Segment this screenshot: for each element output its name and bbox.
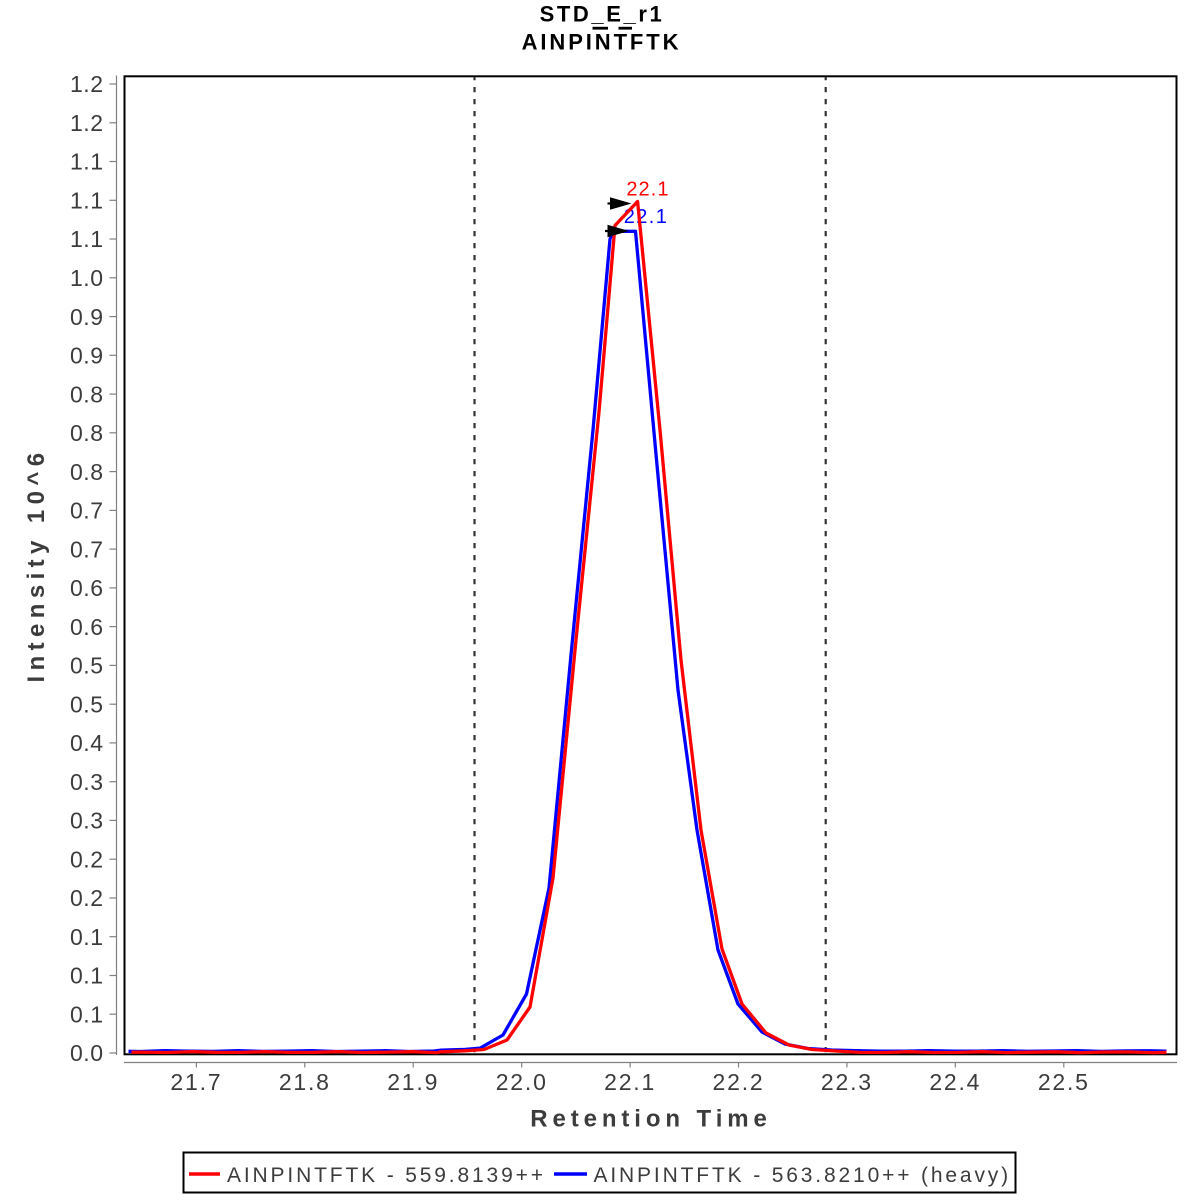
svg-text:1.1: 1.1 xyxy=(70,226,103,252)
svg-text:0.1: 0.1 xyxy=(70,924,103,950)
svg-text:Retention Time: Retention Time xyxy=(530,1106,772,1133)
svg-text:1.0: 1.0 xyxy=(70,265,103,291)
svg-text:22.1: 22.1 xyxy=(624,206,669,228)
svg-text:1.1: 1.1 xyxy=(70,149,103,175)
svg-text:0.8: 0.8 xyxy=(70,381,103,407)
svg-text:22.5: 22.5 xyxy=(1038,1069,1090,1095)
svg-text:0.8: 0.8 xyxy=(70,420,103,446)
svg-text:STD_E_r1: STD_E_r1 xyxy=(540,2,665,27)
svg-text:AINPINTFTK - 559.8139++: AINPINTFTK - 559.8139++ xyxy=(227,1164,546,1187)
svg-text:0.4: 0.4 xyxy=(70,730,103,756)
svg-text:1.1: 1.1 xyxy=(70,188,103,214)
svg-text:AINPINTFTK: AINPINTFTK xyxy=(522,29,682,54)
svg-text:0.1: 0.1 xyxy=(70,1001,103,1027)
svg-text:AINPINTFTK - 563.8210++ (heavy: AINPINTFTK - 563.8210++ (heavy) xyxy=(594,1164,1012,1187)
svg-text:0.3: 0.3 xyxy=(70,808,103,834)
svg-text:21.9: 21.9 xyxy=(387,1069,439,1095)
svg-text:0.1: 0.1 xyxy=(70,963,103,989)
svg-text:22.2: 22.2 xyxy=(713,1069,765,1095)
svg-text:1.2: 1.2 xyxy=(70,71,103,97)
svg-text:0.3: 0.3 xyxy=(70,769,103,795)
svg-text:0.9: 0.9 xyxy=(70,343,103,369)
svg-text:21.8: 21.8 xyxy=(279,1069,331,1095)
svg-text:0.0: 0.0 xyxy=(70,1040,103,1066)
svg-text:Intensity 10^6: Intensity 10^6 xyxy=(23,447,50,682)
svg-text:21.7: 21.7 xyxy=(170,1069,222,1095)
svg-text:0.5: 0.5 xyxy=(70,691,103,717)
svg-text:22.3: 22.3 xyxy=(821,1069,873,1095)
svg-text:0.8: 0.8 xyxy=(70,459,103,485)
svg-text:0.2: 0.2 xyxy=(70,846,103,872)
svg-text:0.5: 0.5 xyxy=(70,653,103,679)
svg-text:0.6: 0.6 xyxy=(70,575,103,601)
svg-text:22.1: 22.1 xyxy=(604,1069,656,1095)
svg-text:1.2: 1.2 xyxy=(70,110,103,136)
svg-text:0.7: 0.7 xyxy=(70,536,103,562)
svg-text:0.6: 0.6 xyxy=(70,614,103,640)
svg-text:0.9: 0.9 xyxy=(70,304,103,330)
svg-text:22.4: 22.4 xyxy=(929,1069,981,1095)
svg-text:22.1: 22.1 xyxy=(626,179,669,201)
svg-text:0.2: 0.2 xyxy=(70,885,103,911)
svg-text:22.0: 22.0 xyxy=(496,1069,548,1095)
svg-text:0.7: 0.7 xyxy=(70,498,103,524)
